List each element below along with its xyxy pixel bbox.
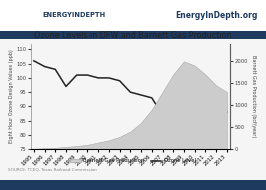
Y-axis label: Barnett Gas Production (bcf/year): Barnett Gas Production (bcf/year) xyxy=(251,55,256,138)
Text: SOURCE: TCEQ, Texas Railroad Commission: SOURCE: TCEQ, Texas Railroad Commission xyxy=(8,168,97,172)
Y-axis label: Eight Hour Ozone Design Values (ppb): Eight Hour Ozone Design Values (ppb) xyxy=(9,50,14,143)
Text: Ozone Levels in DFW and Barnett Gas Production: Ozone Levels in DFW and Barnett Gas Prod… xyxy=(34,31,232,40)
Text: EnergyInDepth.org: EnergyInDepth.org xyxy=(176,11,258,20)
Legend: Barnett Gas Production, Ozone Level: Barnett Gas Production, Ozone Level xyxy=(68,156,198,165)
Text: ENERGYINDEPTH: ENERGYINDEPTH xyxy=(43,12,106,18)
